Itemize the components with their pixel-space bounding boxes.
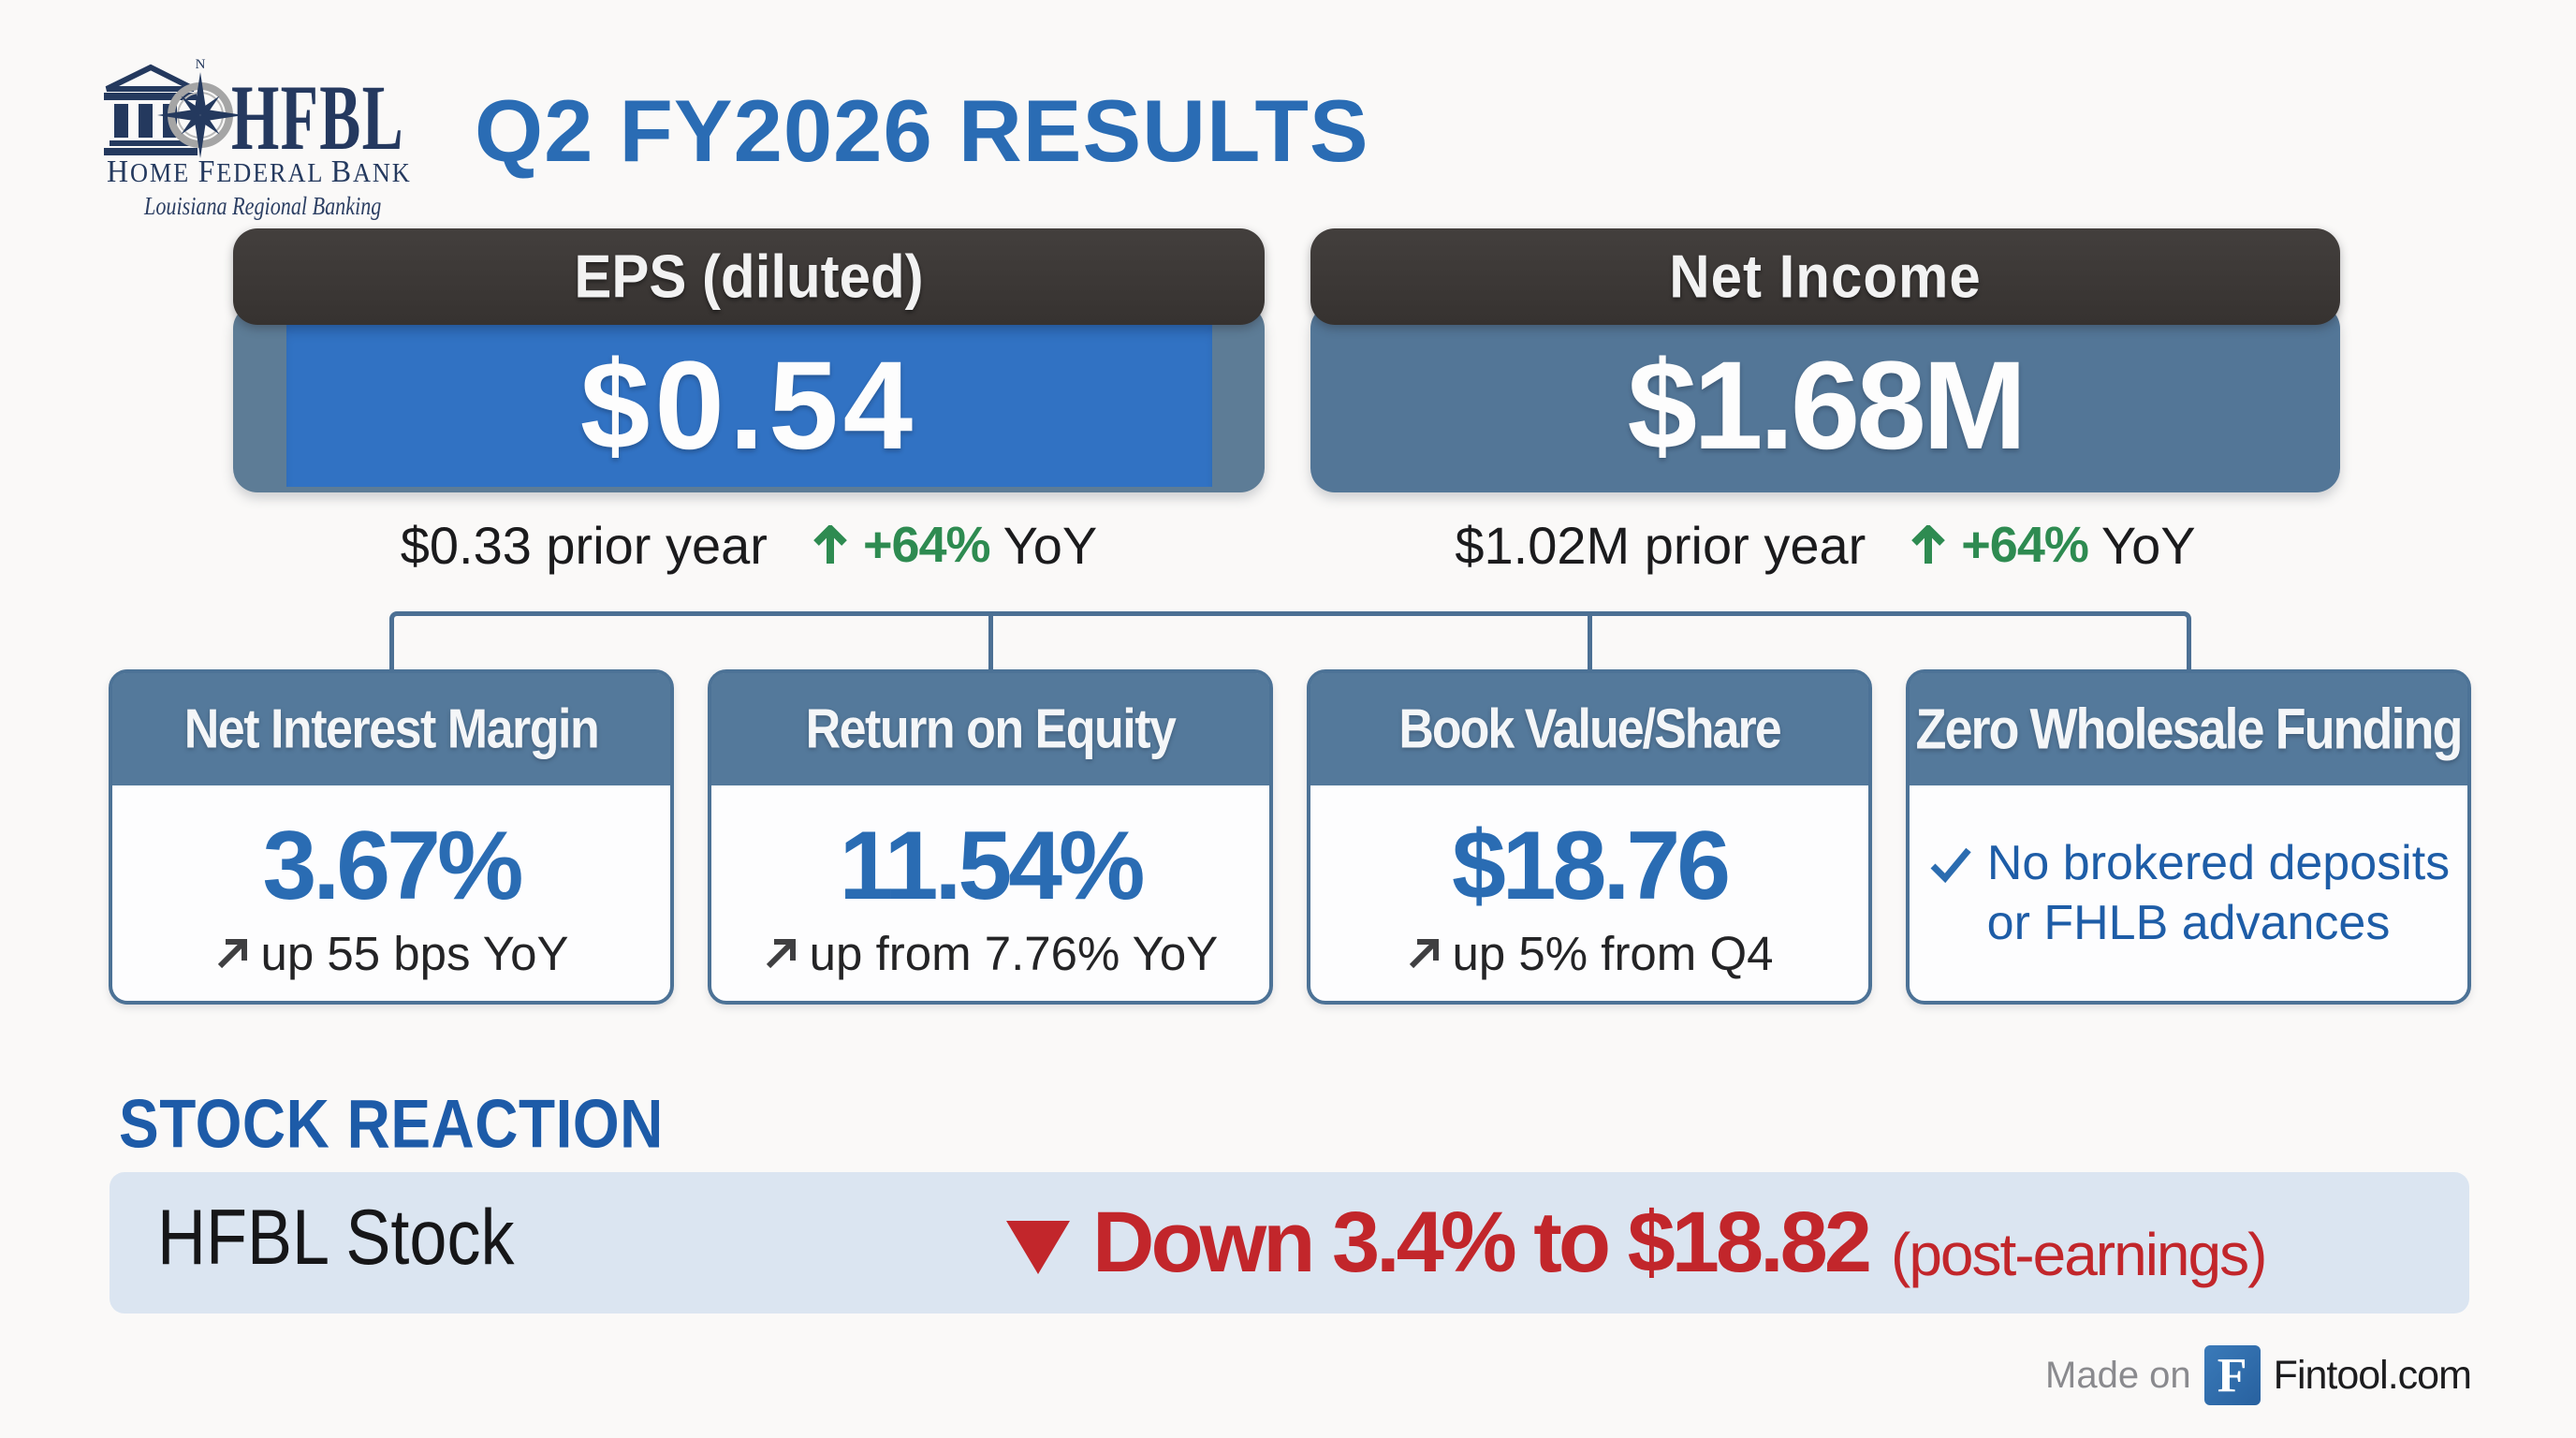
svg-text:N: N	[196, 57, 206, 72]
